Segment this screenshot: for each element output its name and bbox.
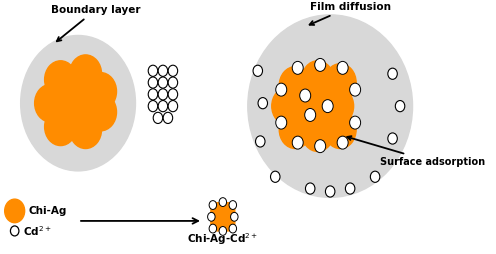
Circle shape [297,87,329,125]
Circle shape [350,83,361,96]
Circle shape [388,133,397,144]
Circle shape [229,201,237,210]
Circle shape [314,58,326,71]
Circle shape [337,61,348,74]
Circle shape [305,108,315,121]
Circle shape [21,36,135,171]
Circle shape [270,171,280,182]
Text: Cd$^{2+}$: Cd$^{2+}$ [23,224,51,238]
Circle shape [388,68,397,79]
Circle shape [45,61,76,99]
Circle shape [314,140,326,153]
Circle shape [10,226,19,236]
Circle shape [253,65,262,76]
Circle shape [302,114,334,151]
Circle shape [209,201,217,210]
Circle shape [69,55,102,92]
Circle shape [345,183,355,194]
Circle shape [337,136,348,149]
Circle shape [324,111,356,149]
Circle shape [168,101,178,112]
Text: Film diffusion: Film diffusion [310,2,391,25]
Circle shape [60,67,92,104]
Circle shape [211,214,225,231]
Circle shape [211,203,225,219]
Circle shape [163,112,173,123]
Text: Chi-Ag: Chi-Ag [29,206,67,216]
Circle shape [276,83,287,96]
Text: Boundary layer: Boundary layer [51,5,140,41]
Circle shape [158,101,168,112]
Circle shape [324,64,356,101]
Circle shape [292,136,303,149]
Circle shape [300,89,310,102]
Circle shape [148,77,158,88]
Circle shape [350,116,361,129]
Circle shape [84,73,117,110]
Circle shape [292,61,303,74]
Circle shape [158,77,168,88]
Circle shape [158,89,168,100]
Circle shape [84,93,117,131]
Circle shape [221,203,235,219]
Circle shape [62,84,94,122]
Circle shape [219,227,227,235]
Circle shape [255,136,265,147]
Circle shape [395,101,405,112]
Circle shape [208,212,215,221]
Circle shape [69,111,102,149]
Circle shape [168,65,178,76]
Circle shape [276,116,287,129]
Circle shape [148,65,158,76]
Circle shape [309,75,341,113]
Circle shape [45,108,76,146]
Circle shape [325,186,335,197]
Circle shape [221,214,235,231]
Circle shape [209,224,217,233]
Circle shape [258,98,267,109]
Circle shape [322,87,354,125]
Circle shape [148,101,158,112]
Circle shape [279,67,311,104]
Circle shape [168,89,178,100]
Circle shape [148,89,158,100]
Circle shape [231,212,238,221]
Circle shape [302,61,334,99]
Ellipse shape [248,15,413,197]
Circle shape [4,199,25,223]
Text: Chi-Ag-Cd$^{2+}$: Chi-Ag-Cd$^{2+}$ [187,231,258,247]
Circle shape [168,77,178,88]
Circle shape [229,224,237,233]
Circle shape [322,100,333,113]
Circle shape [272,87,304,125]
Circle shape [219,198,227,207]
Circle shape [371,171,380,182]
Circle shape [158,65,168,76]
Circle shape [35,84,66,122]
Circle shape [306,183,315,194]
Circle shape [153,112,163,123]
Text: Surface adsorption: Surface adsorption [347,136,485,167]
Circle shape [279,111,311,149]
